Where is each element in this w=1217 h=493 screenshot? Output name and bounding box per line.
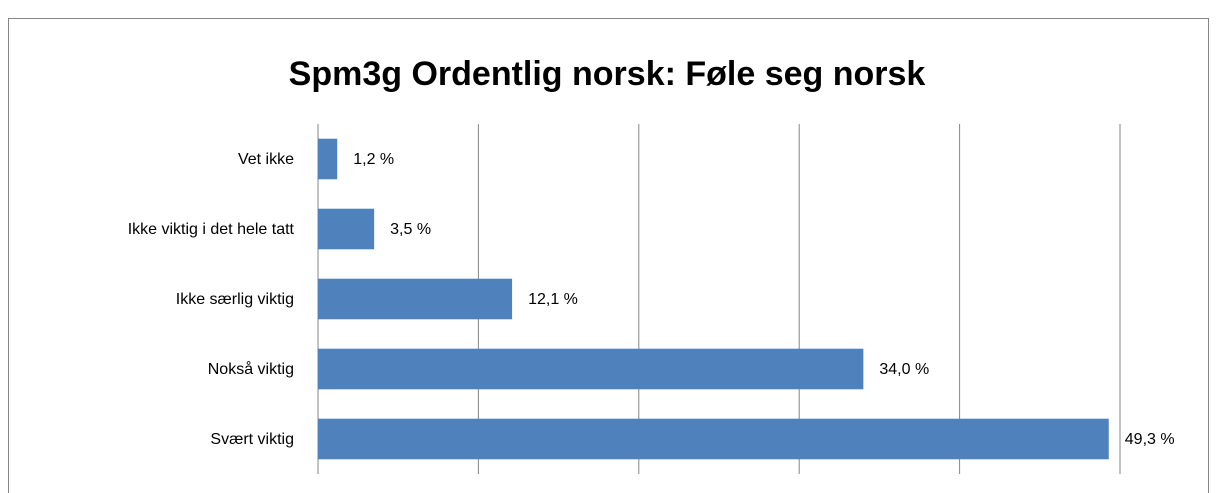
data-label: 34,0 % bbox=[879, 361, 929, 378]
y-tick-label: Ikke særlig viktig bbox=[176, 291, 294, 308]
data-label: 3,5 % bbox=[390, 221, 431, 238]
data-label: 1,2 % bbox=[353, 151, 394, 168]
y-tick-label: Ikke viktig i det hele tatt bbox=[128, 221, 295, 238]
bar bbox=[318, 278, 513, 320]
chart-title: Spm3g Ordentlig norsk: Føle seg norsk bbox=[289, 55, 926, 93]
bar bbox=[318, 138, 338, 180]
data-label: 49,3 % bbox=[1125, 431, 1175, 448]
chart-frame bbox=[8, 18, 1209, 493]
data-label: 12,1 % bbox=[528, 291, 578, 308]
bar bbox=[318, 208, 375, 250]
y-tick-label: Svært viktig bbox=[210, 431, 294, 448]
y-tick-label: Nokså viktig bbox=[208, 360, 294, 378]
y-tick-label: Vet ikke bbox=[238, 151, 294, 168]
bar bbox=[318, 418, 1109, 460]
bar bbox=[318, 348, 864, 390]
